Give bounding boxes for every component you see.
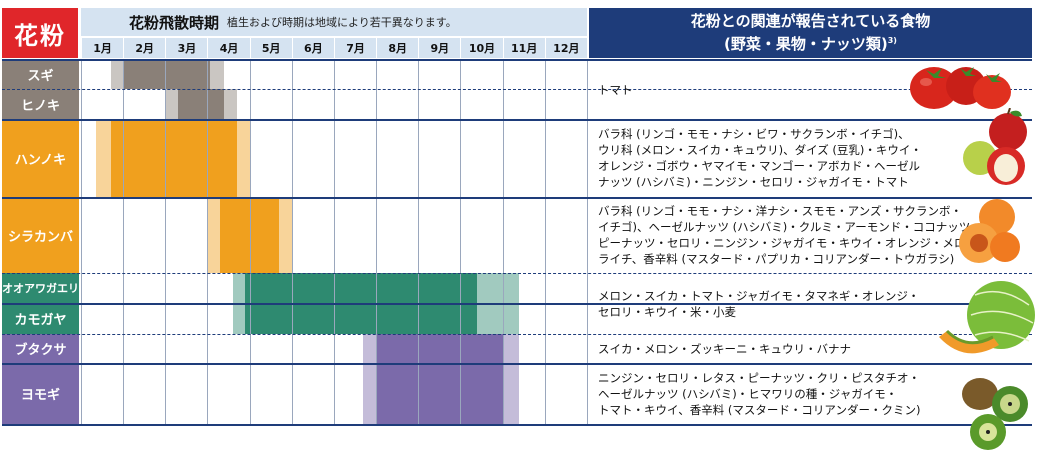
food-text-line: ナッツ (ハシバミ)・ニンジン・セロリ・ジャガイモ・トマト [598, 175, 909, 189]
food-text-line: ウリ科 (メロン・スイカ・キュウリ)、ダイズ (豆乳)・キウイ・ [598, 143, 922, 157]
row-divider [2, 303, 1032, 305]
tomato-image [910, 67, 1011, 109]
apple-image [963, 108, 1027, 185]
grid-vline [544, 60, 546, 424]
row-divider-dashed [2, 334, 1032, 335]
kiwi-image [962, 378, 1028, 450]
row-divider [2, 424, 1032, 426]
grid-vline [81, 60, 82, 424]
plant-label: ヒノキ [2, 89, 79, 119]
food-title-line1: 花粉との関連が報告されている食物 [690, 12, 931, 30]
pollen-period-peak [245, 303, 478, 334]
grid-vline [376, 60, 378, 424]
pollen-period-peak [376, 334, 503, 363]
grid-vline [123, 60, 125, 424]
grid-vline [460, 60, 462, 424]
period-note: 植生および時期は地域により若干異なります。 [227, 16, 457, 29]
food-title-line2: (野菜・果物・ナッツ類)3) [724, 35, 897, 53]
month-header-10: 10月 [460, 38, 503, 58]
food-header: 花粉との関連が報告されている食物 (野菜・果物・ナッツ類)3) [589, 8, 1032, 58]
pollen-period-peak [245, 273, 478, 303]
month-header-2: 2月 [123, 38, 166, 58]
month-header-7: 7月 [333, 38, 377, 58]
month-header-8: 8月 [376, 38, 419, 58]
food-text-line: ニンジン・セロリ・レタス・ピーナッツ・クリ・ピスタチオ・ [598, 370, 920, 385]
grid-vline [249, 60, 251, 424]
food-text-line: メロン・スイカ・トマト・ジャガイモ・タマネギ・オレンジ・ [598, 288, 920, 303]
month-header-3: 3月 [165, 38, 208, 58]
grid-vline [165, 60, 167, 424]
food-text-line: ヘーゼルナッツ (ハシバミ)・ヒマワリの種・ジャガイモ・ [598, 386, 898, 401]
plant-label: ハンノキ [2, 119, 79, 197]
grid-vline [502, 60, 504, 424]
month-header-1: 1月 [81, 38, 124, 58]
month-header-9: 9月 [418, 38, 461, 58]
month-header-5: 5月 [249, 38, 292, 58]
plant-label: ブタクサ [2, 334, 79, 363]
month-header-11: 11月 [502, 38, 545, 58]
grid-vline [333, 60, 335, 424]
row-divider [2, 197, 1032, 199]
pollen-period-peak [177, 89, 225, 119]
food-text-line: オレンジ・ゴボウ・ヤマイモ・マンゴー・アボカド・ヘーゼル [598, 159, 920, 173]
grid-vline [291, 60, 293, 424]
food-title-footnote: 3) [887, 36, 897, 45]
plant-label: スギ [2, 60, 79, 89]
food-text-line: ライチ、香辛料 (マスタード・パプリカ・コリアンダー・トウガラシ) [598, 252, 955, 266]
month-header-4: 4月 [207, 38, 250, 58]
row-divider-dashed [2, 89, 1032, 90]
food-list-item: ニンジン・セロリ・レタス・ピーナッツ・クリ・ピスタチオ・ ヘーゼルナッツ (ハシバ… [598, 363, 948, 424]
food-list-item: メロン・スイカ・トマト・ジャガイモ・タマネギ・オレンジ・ セロリ・キウイ・米・小麦 [598, 273, 948, 334]
plant-label: オオアワガエリ [2, 273, 79, 303]
peach-image [959, 199, 1020, 263]
period-header: 花粉飛散時期 植生および時期は地域により若干異なります。 [81, 8, 587, 36]
food-text-line: イチゴ)、ヘーゼルナッツ (ハシバミ)・クルミ・アーモンド・ココナッツ・ [598, 220, 982, 234]
plant-label: シラカンバ [2, 197, 79, 273]
grid-vline [418, 60, 420, 424]
food-text-line: トマト [598, 82, 633, 97]
food-text-line: バラ科 (リンゴ・モモ・ナシ・洋ナシ・スモモ・アンズ・サクランボ・ [598, 204, 962, 218]
period-title: 花粉飛散時期 [129, 13, 220, 32]
pollen-period-peak [123, 60, 210, 89]
food-list-item: スイカ・メロン・ズッキーニ・キュウリ・バナナ [598, 334, 948, 363]
pollen-period-peak [376, 363, 503, 424]
food-text-line: バラ科 (リンゴ・モモ・ナシ・ビワ・サクランボ・イチゴ)、 [598, 127, 910, 141]
food-text-line: トマト・キウイ、香辛料 (マスタード・コリアンダー・クミン) [598, 402, 921, 417]
header-divider [2, 59, 1032, 61]
food-text-line: セロリ・キウイ・米・小麦 [598, 304, 736, 319]
month-header-6: 6月 [291, 38, 334, 58]
food-list-item: トマト [598, 60, 948, 119]
grid-vline [207, 60, 209, 424]
grid-vline [586, 60, 588, 424]
food-list-item: バラ科 (リンゴ・モモ・ナシ・洋ナシ・スモモ・アンズ・サクランボ・イチゴ)、ヘー… [598, 197, 989, 273]
melon-image [939, 281, 1035, 354]
food-list-item: バラ科 (リンゴ・モモ・ナシ・ビワ・サクランボ・イチゴ)、 ウリ科 (メロン・スイ… [598, 119, 948, 197]
pollen-period-peak [110, 119, 237, 197]
food-text-line: ピーナッツ・セロリ・ニンジン・ジャガイモ・キウイ・オレンジ・メロン・ [598, 236, 989, 250]
pollen-title: 花粉 [2, 8, 78, 58]
row-divider-dashed [2, 273, 1032, 274]
plant-label: カモガヤ [2, 303, 79, 334]
plant-label: ヨモギ [2, 363, 79, 424]
row-divider [2, 119, 1032, 121]
month-header-12: 12月 [544, 38, 587, 58]
food-text-line: スイカ・メロン・ズッキーニ・キュウリ・バナナ [598, 341, 851, 356]
row-divider [2, 363, 1032, 365]
